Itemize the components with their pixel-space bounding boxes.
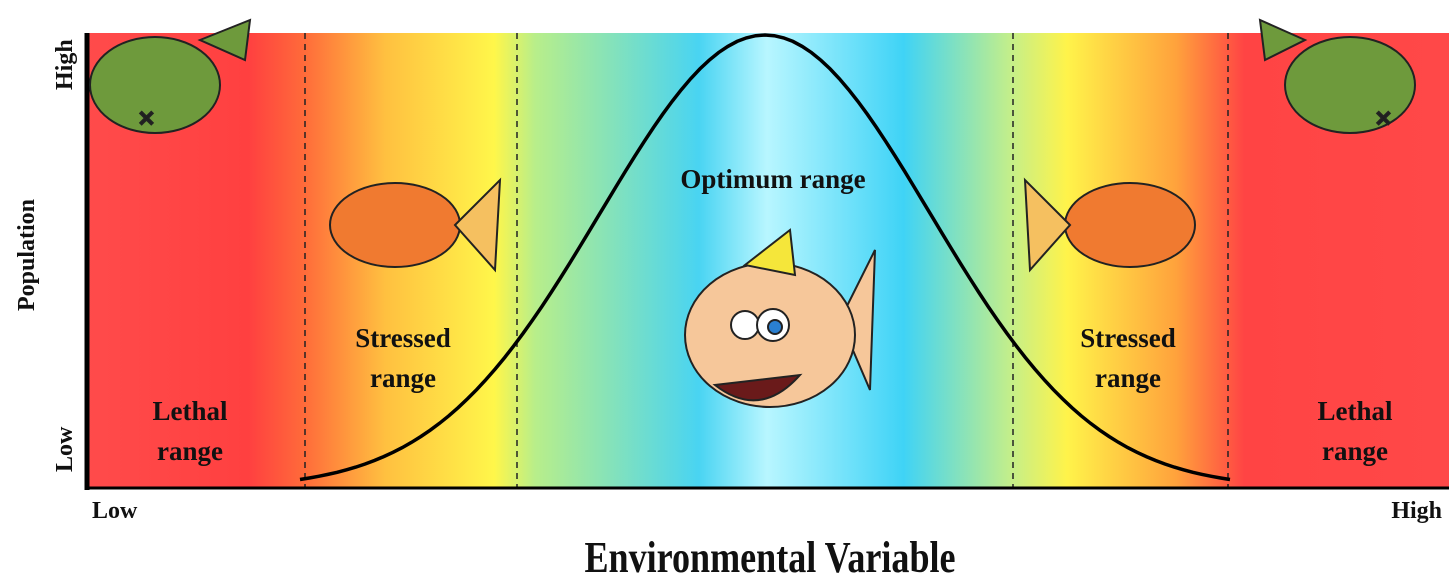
zone-label: range (370, 363, 436, 393)
zone-label: Optimum range (680, 164, 865, 194)
y-axis-low: Low (52, 426, 78, 472)
stressed-fish-left (329, 177, 502, 273)
svg-text:×: × (1375, 102, 1392, 135)
y-axis-high: High (52, 39, 78, 90)
zone-label: range (157, 436, 223, 466)
y-axis-title: Population (14, 199, 40, 311)
dead-fish-left: × (89, 18, 252, 136)
x-axis-high: High (1391, 498, 1442, 524)
zone-label: range (1095, 363, 1161, 393)
zone-label: Lethal (1317, 396, 1393, 426)
x-axis-title: Environmental Variable (584, 533, 955, 579)
zone-label: Stressed (1080, 323, 1176, 353)
zone-dividers (304, 33, 1229, 488)
zone-label: Stressed (355, 323, 451, 353)
dead-fish-right: × (1258, 18, 1416, 136)
zone-label: Lethal (152, 396, 228, 426)
x-axis-low: Low (92, 498, 138, 524)
svg-text:×: × (138, 102, 155, 135)
zone-label: range (1322, 436, 1388, 466)
population-curve (299, 33, 1231, 482)
stressed-fish-right (1023, 177, 1196, 273)
happy-fish (684, 228, 876, 408)
